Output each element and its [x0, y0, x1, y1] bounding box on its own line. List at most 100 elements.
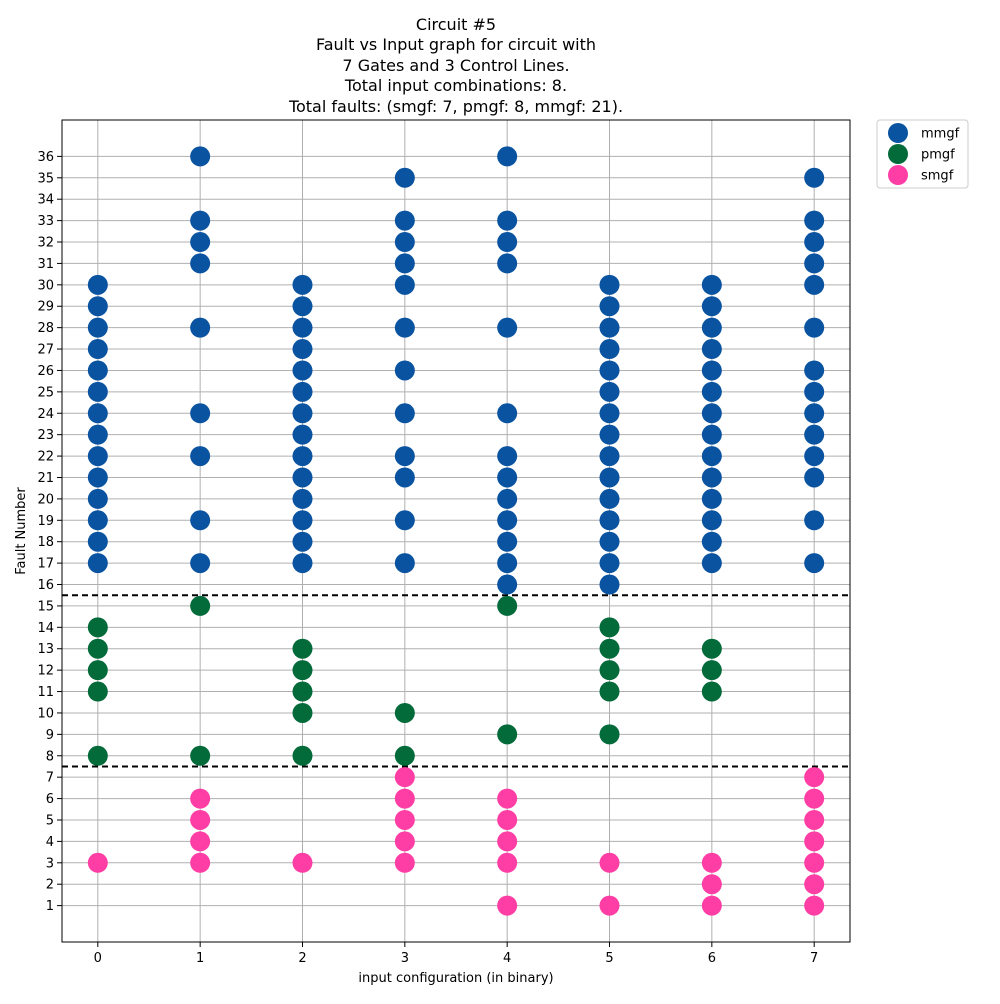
data-point-mmgf [701, 296, 722, 317]
data-point-mmgf [87, 424, 108, 445]
data-point-mmgf [804, 360, 825, 381]
y-tick-label: 34 [37, 193, 54, 208]
y-tick-label: 30 [37, 278, 54, 293]
x-tick-label: 2 [298, 951, 306, 966]
data-point-mmgf [701, 467, 722, 488]
y-tick-label: 13 [37, 642, 54, 657]
data-point-mmgf [87, 553, 108, 574]
data-point-mmgf [87, 360, 108, 381]
x-tick-label: 4 [503, 951, 511, 966]
data-point-mmgf [599, 553, 620, 574]
x-tick-label: 1 [196, 951, 204, 966]
data-point-mmgf [394, 510, 415, 531]
data-point-mmgf [292, 467, 313, 488]
data-point-pmgf [292, 638, 313, 659]
data-point-mmgf [701, 531, 722, 552]
y-tick-label: 36 [37, 150, 54, 165]
data-point-pmgf [292, 681, 313, 702]
data-point-mmgf [701, 274, 722, 295]
x-tick-label: 7 [810, 951, 818, 966]
data-point-smgf [497, 809, 518, 830]
legend-label: pmgf [921, 148, 955, 163]
y-tick-label: 9 [46, 728, 54, 743]
data-point-mmgf [497, 232, 518, 253]
y-tick-label: 15 [37, 599, 54, 614]
data-point-mmgf [292, 274, 313, 295]
y-tick-label: 22 [37, 450, 54, 465]
data-point-mmgf [701, 403, 722, 424]
data-points [87, 146, 825, 916]
data-point-mmgf [804, 424, 825, 445]
y-tick-label: 27 [37, 343, 54, 358]
data-point-mmgf [394, 167, 415, 188]
data-point-pmgf [292, 702, 313, 723]
y-tick-label: 25 [37, 385, 54, 400]
data-point-mmgf [599, 574, 620, 595]
data-point-mmgf [497, 531, 518, 552]
data-point-pmgf [292, 745, 313, 766]
data-point-mmgf [599, 467, 620, 488]
data-point-mmgf [497, 574, 518, 595]
data-point-mmgf [292, 403, 313, 424]
data-point-mmgf [292, 510, 313, 531]
y-tick-label: 32 [37, 236, 54, 251]
data-point-smgf [804, 788, 825, 809]
data-point-smgf [497, 831, 518, 852]
title-line: 7 Gates and 3 Control Lines. [342, 56, 569, 75]
data-point-mmgf [87, 274, 108, 295]
grid [62, 120, 850, 942]
data-point-mmgf [599, 381, 620, 402]
data-point-mmgf [87, 531, 108, 552]
legend-marker-smgf [888, 165, 908, 185]
data-point-mmgf [804, 467, 825, 488]
legend-marker-pmgf [888, 144, 908, 164]
data-point-pmgf [599, 638, 620, 659]
data-point-smgf [701, 895, 722, 916]
data-point-mmgf [497, 553, 518, 574]
title-line: Total input combinations: 8. [344, 76, 567, 95]
data-point-mmgf [599, 317, 620, 338]
data-point-smgf [497, 788, 518, 809]
y-tick-label: 19 [37, 514, 54, 529]
y-tick-label: 11 [37, 685, 54, 700]
data-point-mmgf [497, 210, 518, 231]
data-point-smgf [497, 895, 518, 916]
data-point-smgf [804, 852, 825, 873]
data-point-smgf [804, 895, 825, 916]
data-point-mmgf [394, 317, 415, 338]
data-point-mmgf [701, 424, 722, 445]
data-point-mmgf [804, 403, 825, 424]
data-point-smgf [394, 767, 415, 788]
data-point-mmgf [292, 339, 313, 360]
data-point-mmgf [190, 210, 211, 231]
data-point-mmgf [87, 446, 108, 467]
y-tick-label: 17 [37, 557, 54, 572]
data-point-mmgf [701, 339, 722, 360]
title-line: Circuit #5 [416, 15, 496, 34]
data-point-mmgf [87, 296, 108, 317]
y-tick-label: 3 [46, 856, 54, 871]
data-point-smgf [804, 874, 825, 895]
data-point-mmgf [804, 381, 825, 402]
y-tick-label: 28 [37, 321, 54, 336]
data-point-mmgf [292, 446, 313, 467]
data-point-mmgf [497, 467, 518, 488]
data-point-mmgf [292, 424, 313, 445]
data-point-mmgf [190, 553, 211, 574]
data-point-smgf [804, 767, 825, 788]
data-point-mmgf [87, 339, 108, 360]
legend-marker-mmgf [888, 123, 908, 143]
data-point-mmgf [394, 232, 415, 253]
x-tick-label: 5 [605, 951, 613, 966]
data-point-mmgf [599, 403, 620, 424]
data-point-mmgf [87, 467, 108, 488]
data-point-smgf [190, 831, 211, 852]
y-tick-label: 35 [37, 171, 54, 186]
data-point-mmgf [804, 446, 825, 467]
y-tick-label: 4 [46, 835, 54, 850]
data-point-pmgf [394, 702, 415, 723]
data-point-mmgf [599, 446, 620, 467]
data-point-mmgf [701, 360, 722, 381]
y-tick-label: 2 [46, 878, 54, 893]
